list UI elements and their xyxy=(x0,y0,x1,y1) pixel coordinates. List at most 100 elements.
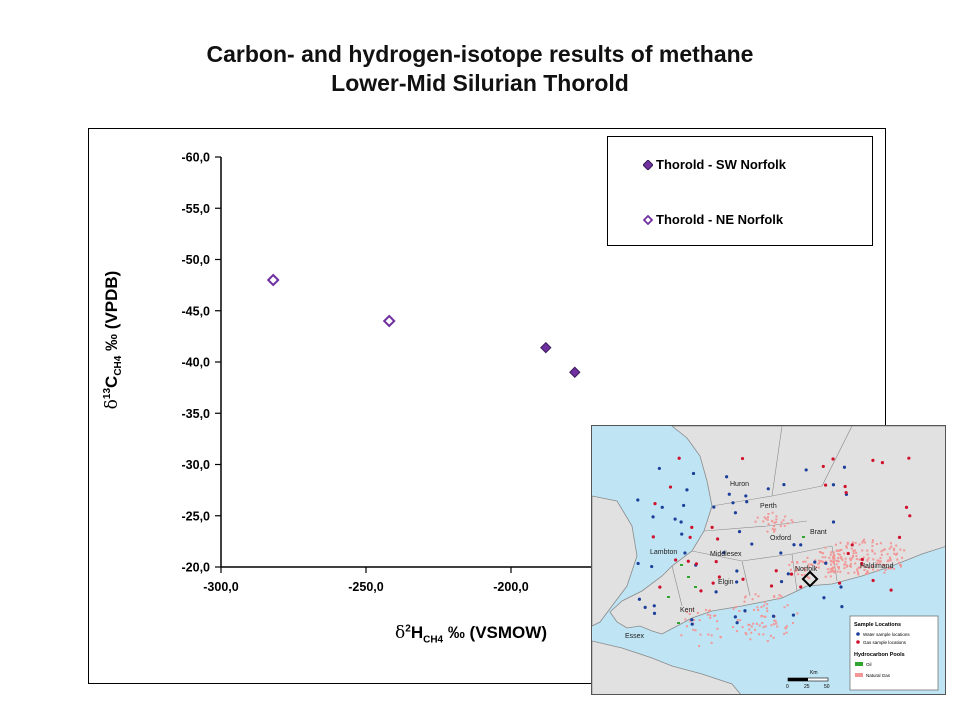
natural-gas-pool-dot xyxy=(858,566,861,569)
natural-gas-pool-dot xyxy=(837,552,840,555)
natural-gas-pool-dot xyxy=(853,571,856,574)
natural-gas-pool-dot xyxy=(843,552,846,555)
natural-gas-pool-dot xyxy=(714,614,717,617)
water-sample-dot xyxy=(766,487,770,491)
natural-gas-pool-dot xyxy=(775,515,778,518)
data-point-sw-norfolk xyxy=(569,366,581,378)
natural-gas-pool-dot xyxy=(741,626,744,629)
natural-gas-pool-dot xyxy=(754,628,757,631)
norfolk-highlight-diamond xyxy=(801,570,819,588)
gas-sample-dot xyxy=(843,484,847,489)
water-sample-dot xyxy=(813,560,817,564)
natural-gas-pool-dot xyxy=(767,516,770,519)
water-sample-dot xyxy=(651,515,655,519)
natural-gas-pool-dot xyxy=(773,521,776,524)
natural-gas-pool-dot xyxy=(866,549,869,552)
natural-gas-pool-dot xyxy=(835,549,838,552)
svg-text:Water sample locations: Water sample locations xyxy=(863,632,910,637)
legend: Thorold - SW Norfolk Thorold - NE Norfol… xyxy=(607,136,873,246)
natural-gas-pool-dot xyxy=(779,525,782,528)
natural-gas-pool-dot xyxy=(861,549,864,552)
natural-gas-pool-dot xyxy=(856,571,859,574)
natural-gas-pool-dot xyxy=(747,623,750,626)
water-sample-dot xyxy=(735,580,739,584)
natural-gas-pool-dot xyxy=(863,538,866,541)
natural-gas-pool-dot xyxy=(896,552,899,555)
natural-gas-pool-dot xyxy=(766,603,769,606)
natural-gas-pool-dot xyxy=(795,566,798,569)
natural-gas-pool-dot xyxy=(749,638,752,641)
gas-sample-dot xyxy=(860,557,864,562)
natural-gas-pool-dot xyxy=(851,541,854,544)
natural-gas-pool-dot xyxy=(827,571,830,574)
natural-gas-pool-dot xyxy=(839,570,842,573)
natural-gas-pool-dot xyxy=(731,626,734,629)
natural-gas-pool-dot xyxy=(806,576,809,579)
legend-marker-filled-diamond xyxy=(643,160,653,170)
water-sample-dot xyxy=(840,605,844,609)
natural-gas-pool-dot xyxy=(764,625,767,628)
natural-gas-pool-dot xyxy=(838,553,841,556)
gas-sample-dot xyxy=(711,581,715,585)
natural-gas-pool-dot xyxy=(840,548,843,551)
natural-gas-pool-dot xyxy=(785,631,788,634)
natural-gas-pool-dot xyxy=(877,559,880,562)
oil-pool-mark xyxy=(667,596,670,598)
natural-gas-pool-dot xyxy=(707,610,710,613)
natural-gas-pool-dot xyxy=(830,570,833,573)
natural-gas-pool-dot xyxy=(876,569,879,572)
natural-gas-pool-dot xyxy=(884,569,887,572)
natural-gas-pool-dot xyxy=(856,569,859,572)
water-sample-dot xyxy=(771,614,776,618)
natural-gas-pool-dot xyxy=(832,557,835,560)
water-sample-dot xyxy=(679,520,683,524)
natural-gas-pool-dot xyxy=(817,566,820,569)
natural-gas-pool-dot xyxy=(758,624,761,627)
natural-gas-pool-dot xyxy=(767,512,770,515)
natural-gas-pool-dot xyxy=(760,615,763,618)
natural-gas-pool-dot xyxy=(806,556,809,559)
natural-gas-pool-dot xyxy=(750,625,753,628)
natural-gas-pool-dot xyxy=(829,560,832,563)
natural-gas-pool-dot xyxy=(849,565,852,568)
natural-gas-pool-dot xyxy=(791,621,794,624)
natural-gas-pool-dot xyxy=(847,572,850,575)
natural-gas-pool-dot xyxy=(857,566,860,569)
water-sample-dot xyxy=(831,483,836,487)
gas-sample-dot xyxy=(658,585,662,589)
natural-gas-pool-dot xyxy=(707,633,710,636)
natural-gas-pool-dot xyxy=(815,566,818,569)
water-sample-dot xyxy=(636,561,640,566)
water-sample-dot xyxy=(791,613,796,617)
land-south-shore xyxy=(592,640,741,694)
gas-sample-dot xyxy=(740,456,745,461)
natural-gas-pool-dot xyxy=(804,560,807,563)
natural-gas-pool-dot xyxy=(744,632,747,635)
natural-gas-pool-dot xyxy=(808,577,811,580)
natural-gas-pool-dot xyxy=(866,571,869,574)
natural-gas-pool-dot xyxy=(762,520,765,523)
natural-gas-pool-dot xyxy=(832,560,835,563)
gas-sample-dot xyxy=(690,525,694,529)
natural-gas-pool-dot xyxy=(710,641,713,644)
natural-gas-pool-dot xyxy=(863,568,866,571)
gas-sample-dot xyxy=(694,562,699,566)
natural-gas-pool-dot xyxy=(778,594,781,597)
natural-gas-pool-dot xyxy=(890,545,893,548)
y-tick-label: -40,0 xyxy=(182,356,211,370)
label-kent: Kent xyxy=(680,607,694,614)
gas-sample-dot xyxy=(799,585,803,589)
water-sample-dot xyxy=(737,529,742,534)
natural-gas-pool-dot xyxy=(785,627,788,630)
oil-pool-mark xyxy=(802,536,805,538)
x-tick-label: -200,0 xyxy=(493,580,528,594)
natural-gas-pool-dot xyxy=(767,523,770,526)
svg-text:Km: Km xyxy=(810,670,818,676)
natural-gas-pool-dot xyxy=(708,609,711,612)
natural-gas-pool-dot xyxy=(837,567,840,570)
place-labels: Huron Perth Oxford Brant Lambton Middles… xyxy=(625,481,894,640)
natural-gas-pool-dot xyxy=(844,557,847,560)
natural-gas-pool-dot xyxy=(826,568,829,571)
natural-gas-pool-dot xyxy=(774,620,777,623)
natural-gas-pool-dot xyxy=(893,549,896,552)
